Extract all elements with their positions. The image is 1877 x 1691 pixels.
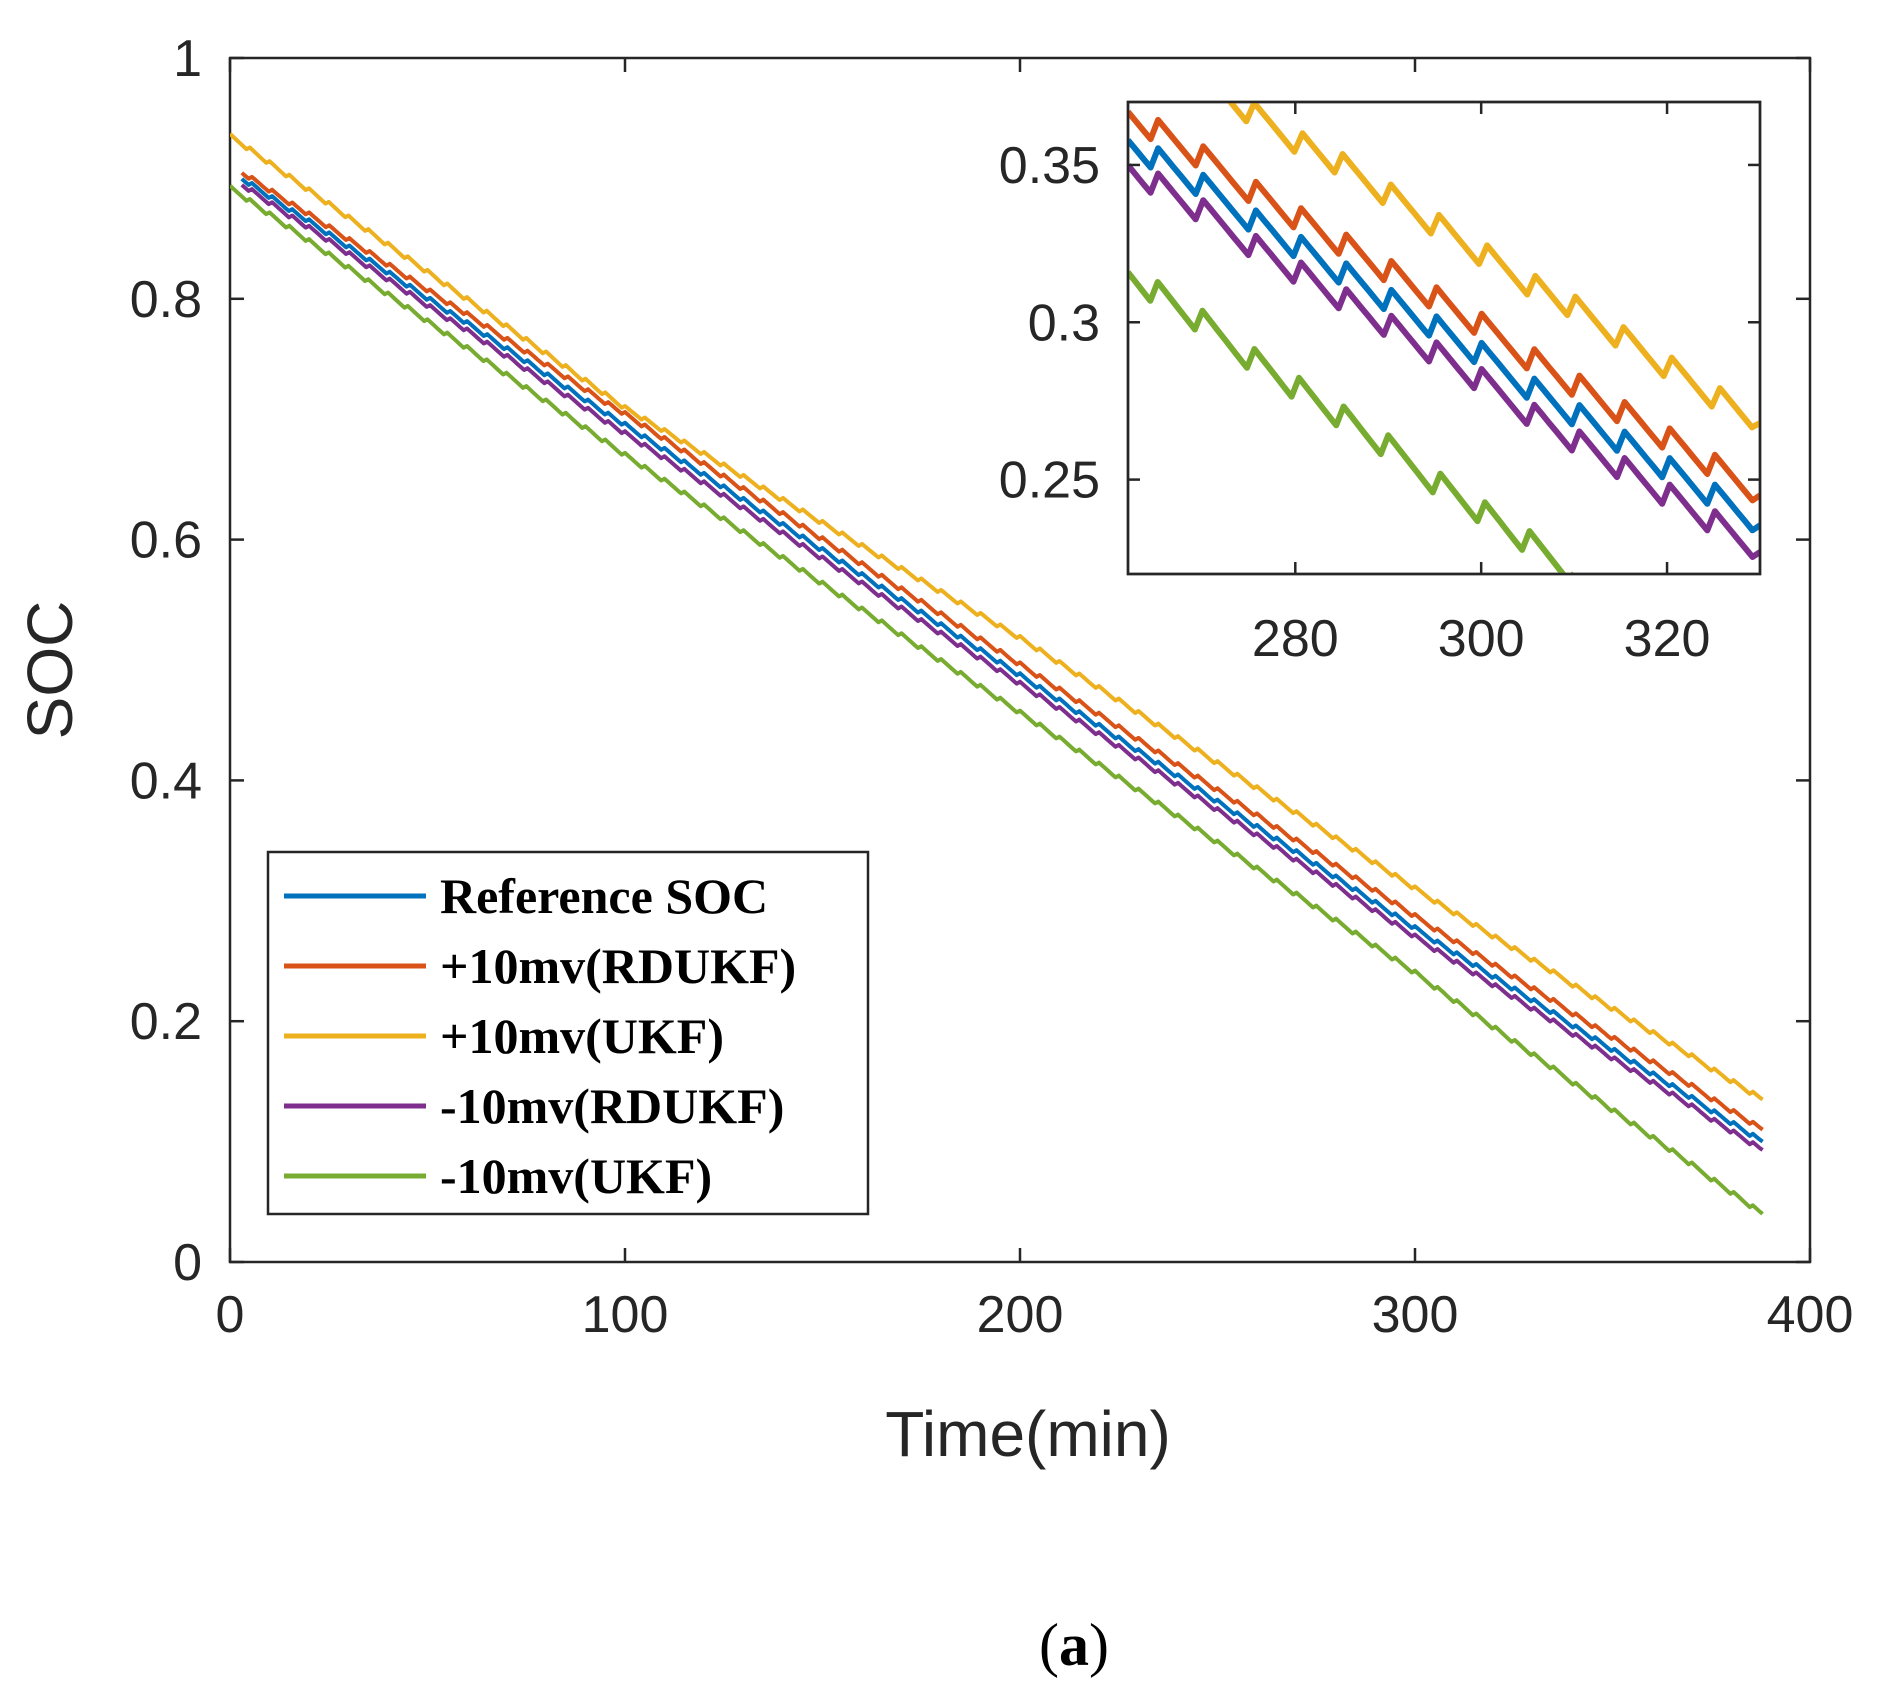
y-tick-label: 0.6 xyxy=(130,512,202,570)
inset-x-tick-label: 320 xyxy=(1624,610,1711,668)
inset-series-line--10mv-rdukf- xyxy=(1128,163,1760,560)
inset-plot-border xyxy=(1126,100,1762,576)
inset-ticks: 280 300 320 0.25 0.3 0.35 xyxy=(999,102,1760,668)
x-tick-label: 300 xyxy=(1372,1286,1459,1344)
x-tick-label: 400 xyxy=(1767,1286,1854,1344)
y-tick-label: 1 xyxy=(173,30,202,88)
main-ticks: 0 100 200 300 400 0 0.2 0.4 0.6 0.8 1 xyxy=(130,30,1854,1344)
y-axis-label: SOC xyxy=(14,601,86,740)
legend-item: -10mv(UKF) xyxy=(284,1148,712,1204)
y-tick-label: 0.4 xyxy=(130,752,202,810)
legend-label: -10mv(UKF) xyxy=(440,1148,712,1204)
inset-y-tick-label: 0.35 xyxy=(999,137,1100,195)
inset-x-tick-label: 300 xyxy=(1438,610,1525,668)
series-line--10mv-ukf- xyxy=(230,132,1764,1102)
y-tick-label: 0.8 xyxy=(130,271,202,329)
legend-label: +10mv(UKF) xyxy=(440,1008,724,1064)
legend: Reference SOC +10mv(RDUKF) +10mv(UKF) -10mv… xyxy=(266,850,870,1216)
caption-open-paren: ( xyxy=(1039,1612,1059,1678)
caption-close-paren: ) xyxy=(1089,1612,1109,1678)
legend-label: +10mv(RDUKF) xyxy=(440,938,796,994)
series-line--10mv-ukf- xyxy=(230,184,1764,1216)
x-axis-label: Time(min) xyxy=(885,1398,1171,1470)
caption-letter: a xyxy=(1059,1612,1089,1678)
inset-y-tick-label: 0.25 xyxy=(999,452,1100,510)
legend-item: -10mv(RDUKF) xyxy=(284,1078,784,1134)
inset-series-line-reference-soc xyxy=(1128,138,1760,534)
series-line--10mv-rdukf- xyxy=(240,171,1764,1132)
legend-item: Reference SOC xyxy=(284,868,768,924)
legend-label: Reference SOC xyxy=(440,868,768,924)
y-tick-label: 0.2 xyxy=(130,993,202,1051)
inset-x-tick-label: 280 xyxy=(1252,610,1339,668)
inset-series xyxy=(1128,102,1760,574)
legend-item: +10mv(RDUKF) xyxy=(284,938,796,994)
legend-item: +10mv(UKF) xyxy=(284,1008,724,1064)
main-series xyxy=(230,132,1764,1216)
figure-caption: (a) xyxy=(1039,1612,1109,1678)
legend-items: Reference SOC +10mv(RDUKF) +10mv(UKF) -10mv… xyxy=(284,868,796,1204)
series-line-reference-soc xyxy=(240,177,1764,1144)
x-tick-label: 100 xyxy=(582,1286,669,1344)
x-tick-label: 0 xyxy=(216,1286,245,1344)
legend-box xyxy=(266,850,870,1216)
inset-series-line--10mv-ukf- xyxy=(1128,270,1575,574)
x-tick-label: 200 xyxy=(977,1286,1064,1344)
series-line--10mv-rdukf- xyxy=(240,183,1764,1152)
inset-series-line--10mv-rdukf- xyxy=(1128,109,1760,504)
legend-label: -10mv(RDUKF) xyxy=(440,1078,784,1134)
inset-y-tick-label: 0.3 xyxy=(1028,294,1100,352)
y-tick-label: 0 xyxy=(173,1234,202,1292)
inset-series-line--10mv-ukf- xyxy=(1227,102,1760,431)
inset-plot: 280 300 320 0.25 0.3 0.35 xyxy=(999,100,1762,668)
